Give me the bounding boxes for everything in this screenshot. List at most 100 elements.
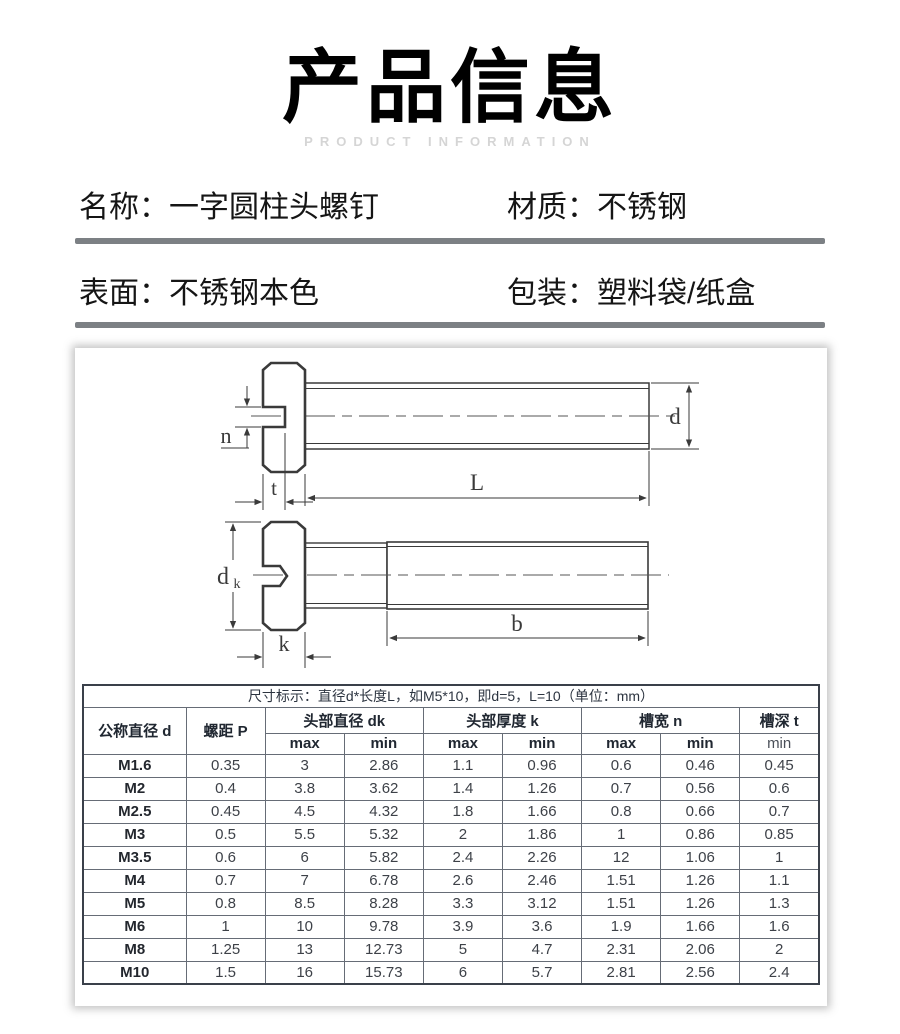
attribute-value: 一字圆柱头螺钉	[169, 191, 379, 224]
value-cell: 12.73	[343, 937, 424, 962]
attribute-row: 名称：一字圆柱头螺钉 材质：不锈钢	[75, 182, 825, 226]
spec-table: 尺寸标示：直径d*长度L，如M5*10，即d=5，L=10（单位：mm） 公称直…	[82, 684, 820, 985]
value-cell: 1.25	[185, 937, 266, 962]
value-cell: 1	[739, 845, 820, 870]
value-cell: 1.9	[581, 914, 662, 939]
value-cell: 6	[264, 845, 345, 870]
value-cell: 16	[264, 960, 345, 985]
subheader-min: min	[660, 732, 741, 755]
product-attributes: 名称：一字圆柱头螺钉 材质：不锈钢 表面：不锈钢本色 包装：塑料袋/纸盒	[75, 182, 825, 328]
col-header-nominal-diameter: 公称直径 d	[82, 706, 187, 755]
value-cell: 0.7	[739, 799, 820, 824]
row-size-cell: M1.6	[82, 753, 187, 778]
row-size-cell: M5	[82, 891, 187, 916]
subheader-min: min	[501, 732, 583, 755]
value-cell: 2	[422, 822, 503, 847]
screw-side-view	[221, 361, 699, 510]
value-cell: 0.45	[185, 799, 266, 824]
value-cell: 1.26	[660, 891, 741, 916]
value-cell: 2.81	[581, 960, 662, 985]
attribute-label: 表面：	[79, 277, 169, 310]
col-header-head-thickness: 头部厚度 k	[422, 706, 583, 734]
value-cell: 1.4	[422, 776, 503, 801]
value-cell: 2.86	[343, 753, 424, 778]
value-cell: 1.66	[660, 914, 741, 939]
value-cell: 1.5	[185, 960, 266, 985]
attribute-material: 材质：不锈钢	[507, 182, 825, 226]
table-caption-row: 尺寸标示：直径d*长度L，如M5*10，即d=5，L=10（单位：mm）	[82, 684, 820, 708]
table-row: M5 0.8 8.5 8.28 3.3 3.12 1.51 1.26 1.3	[82, 891, 820, 916]
table-row: M3.5 0.6 6 5.82 2.4 2.26 12 1.06 1	[82, 845, 820, 870]
row-size-cell: M3	[82, 822, 187, 847]
value-cell: 2	[739, 937, 820, 962]
value-cell: 1.51	[581, 891, 662, 916]
value-cell: 8.5	[264, 891, 345, 916]
value-cell: 5.5	[264, 822, 345, 847]
value-cell: 0.6	[739, 776, 820, 801]
value-cell: 2.46	[501, 868, 583, 893]
table-caption: 尺寸标示：直径d*长度L，如M5*10，即d=5，L=10（单位：mm）	[82, 684, 820, 708]
attribute-label: 名称：	[79, 191, 169, 224]
value-cell: 2.4	[422, 845, 503, 870]
attribute-name: 名称：一字圆柱头螺钉	[79, 182, 507, 226]
value-cell: 5.7	[501, 960, 583, 985]
table-group-header-row: 公称直径 d 螺距 P 头部直径 dk 头部厚度 k 槽宽 n 槽深 t	[82, 706, 820, 755]
value-cell: 0.4	[185, 776, 266, 801]
value-cell: 2.26	[501, 845, 583, 870]
value-cell: 2.56	[660, 960, 741, 985]
attribute-label: 材质：	[507, 191, 597, 224]
attribute-value: 塑料袋/纸盒	[597, 277, 756, 310]
row-size-cell: M8	[82, 937, 187, 962]
dim-label-n: n	[221, 423, 232, 448]
value-cell: 1.1	[422, 753, 503, 778]
row-size-cell: M2.5	[82, 799, 187, 824]
value-cell: 3.3	[422, 891, 503, 916]
spec-table-body: M1.6 0.35 3 2.86 1.1 0.96 0.6 0.46 0.45 M2 0.4 3.8 3…	[82, 753, 820, 985]
value-cell: 0.6	[581, 753, 662, 778]
value-cell: 0.7	[581, 776, 662, 801]
screw-technical-drawing: n t L d	[217, 361, 699, 668]
row-size-cell: M2	[82, 776, 187, 801]
table-row: M6 1 10 9.78 3.9 3.6 1.9 1.66 1.6	[82, 914, 820, 939]
value-cell: 0.7	[185, 868, 266, 893]
dim-label-dk-base: d	[217, 564, 229, 590]
screw-head-view	[225, 520, 669, 668]
value-cell: 1.6	[739, 914, 820, 939]
attribute-row: 表面：不锈钢本色 包装：塑料袋/纸盒	[75, 268, 825, 312]
col-header-slot-width: 槽宽 n	[581, 706, 741, 734]
value-cell: 0.5	[185, 822, 266, 847]
table-row: M8 1.25 13 12.73 5 4.7 2.31 2.06 2	[82, 937, 820, 962]
page-subtitle: PRODUCT INFORMATION	[304, 134, 596, 149]
subheader-min: min	[739, 732, 820, 755]
value-cell: 1.26	[501, 776, 583, 801]
value-cell: 2.6	[422, 868, 503, 893]
col-header-slot-depth: 槽深 t	[739, 706, 820, 734]
divider	[75, 238, 825, 244]
value-cell: 15.73	[343, 960, 424, 985]
subheader-max: max	[264, 732, 345, 755]
attribute-packaging: 包装：塑料袋/纸盒	[507, 268, 825, 312]
dim-label-d: d	[669, 404, 681, 429]
value-cell: 0.85	[739, 822, 820, 847]
table-row: M2.5 0.45 4.5 4.32 1.8 1.66 0.8 0.66 0.7	[82, 799, 820, 824]
value-cell: 3.8	[264, 776, 345, 801]
value-cell: 0.56	[660, 776, 741, 801]
value-cell: 2.4	[739, 960, 820, 985]
value-cell: 1.51	[581, 868, 662, 893]
page-title: 产品信息	[282, 43, 618, 132]
value-cell: 6.78	[343, 868, 424, 893]
value-cell: 0.8	[581, 799, 662, 824]
row-size-cell: M6	[82, 914, 187, 939]
value-cell: 1.06	[660, 845, 741, 870]
value-cell: 8.28	[343, 891, 424, 916]
value-cell: 10	[264, 914, 345, 939]
table-row: M2 0.4 3.8 3.62 1.4 1.26 0.7 0.56 0.6	[82, 776, 820, 801]
value-cell: 1	[185, 914, 266, 939]
value-cell: 3.9	[422, 914, 503, 939]
divider	[75, 322, 825, 328]
value-cell: 12	[581, 845, 662, 870]
value-cell: 6	[422, 960, 503, 985]
dim-label-L: L	[470, 470, 484, 495]
dim-label-t: t	[271, 476, 277, 500]
